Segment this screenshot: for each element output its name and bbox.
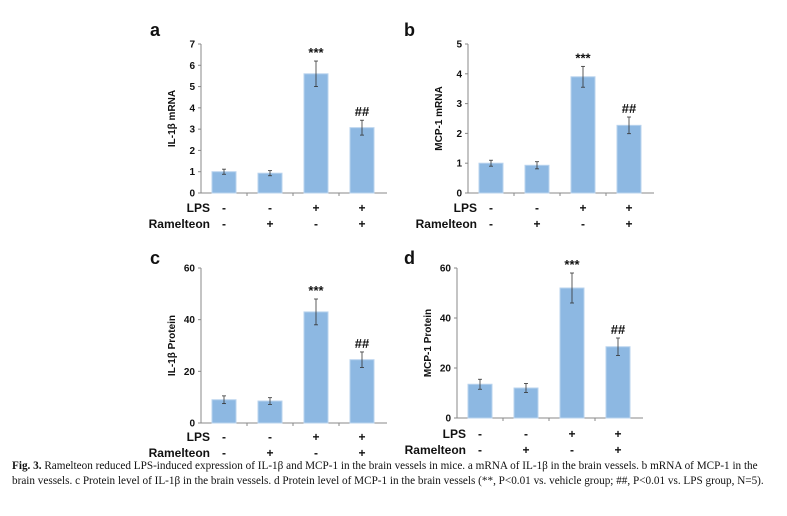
y-tick-label-a: 6 bbox=[189, 61, 195, 72]
ramelteon-sign-c: - bbox=[222, 446, 226, 460]
bar-a-1 bbox=[211, 171, 237, 194]
ramelteon-sign-b: - bbox=[581, 217, 585, 231]
row-label-ramelteon-d: Ramelteon bbox=[405, 443, 466, 457]
lps-sign-d: - bbox=[524, 427, 528, 441]
significance-b-3: *** bbox=[575, 50, 591, 65]
y-tick-label-d: 60 bbox=[440, 264, 452, 275]
lps-sign-a: - bbox=[268, 201, 272, 215]
ramelteon-sign-b: + bbox=[625, 217, 632, 231]
significance-c-4: ## bbox=[355, 336, 370, 351]
y-tick-label-a: 1 bbox=[189, 167, 195, 178]
ramelteon-sign-a: - bbox=[314, 217, 318, 231]
ramelteon-sign-c: - bbox=[314, 446, 318, 460]
bar-a-3 bbox=[303, 73, 329, 194]
lps-sign-d: + bbox=[614, 427, 621, 441]
ramelteon-sign-c: + bbox=[266, 446, 273, 460]
y-tick-label-c: 20 bbox=[184, 367, 196, 378]
bar-b-4 bbox=[616, 124, 642, 194]
ramelteon-sign-d: + bbox=[522, 443, 529, 457]
row-label-lps-d: LPS bbox=[443, 427, 466, 441]
bar-d-3 bbox=[559, 287, 585, 419]
y-tick-label-a: 5 bbox=[189, 82, 195, 93]
y-tick-label-b: 0 bbox=[456, 189, 462, 200]
lps-sign-b: + bbox=[579, 201, 586, 215]
bar-b-2 bbox=[524, 164, 550, 194]
y-tick-label-c: 40 bbox=[184, 315, 196, 326]
ramelteon-sign-a: - bbox=[222, 217, 226, 231]
caption-label: Fig. 3. bbox=[12, 460, 42, 472]
significance-a-4: ## bbox=[355, 104, 370, 119]
ramelteon-sign-b: + bbox=[533, 217, 540, 231]
lps-sign-b: - bbox=[489, 201, 493, 215]
significance-d-3: *** bbox=[564, 257, 580, 272]
y-tick-label-a: 3 bbox=[189, 125, 195, 136]
panel-label-b: b bbox=[404, 20, 415, 40]
y-tick-label-d: 40 bbox=[440, 314, 452, 325]
ramelteon-sign-d: - bbox=[570, 443, 574, 457]
significance-d-4: ## bbox=[611, 322, 626, 337]
row-label-ramelteon-c: Ramelteon bbox=[149, 446, 210, 460]
y-tick-label-d: 0 bbox=[445, 414, 451, 425]
row-label-ramelteon-a: Ramelteon bbox=[149, 217, 210, 231]
significance-b-4: ## bbox=[622, 101, 637, 116]
figure-caption: Fig. 3. Ramelteon reduced LPS-induced ex… bbox=[12, 459, 777, 489]
lps-sign-a: + bbox=[358, 201, 365, 215]
lps-sign-b: + bbox=[625, 201, 632, 215]
ramelteon-sign-b: - bbox=[489, 217, 493, 231]
ramelteon-sign-d: + bbox=[614, 443, 621, 457]
y-axis-label-a: IL-1β mRNA bbox=[167, 90, 178, 147]
bar-d-4 bbox=[605, 346, 631, 419]
bar-b-1 bbox=[478, 162, 504, 194]
lps-sign-b: - bbox=[535, 201, 539, 215]
y-tick-label-a: 7 bbox=[189, 40, 195, 51]
ramelteon-sign-a: + bbox=[266, 217, 273, 231]
significance-a-3: *** bbox=[308, 45, 324, 60]
panel-label-d: d bbox=[404, 248, 415, 268]
y-tick-label-c: 60 bbox=[184, 264, 196, 275]
ramelteon-sign-a: + bbox=[358, 217, 365, 231]
row-label-lps-b: LPS bbox=[454, 201, 477, 215]
lps-sign-d: - bbox=[478, 427, 482, 441]
bar-d-2 bbox=[513, 387, 539, 419]
y-tick-label-b: 3 bbox=[456, 99, 462, 110]
y-tick-label-a: 2 bbox=[189, 146, 195, 157]
significance-c-3: *** bbox=[308, 283, 324, 298]
bar-a-2 bbox=[257, 172, 283, 194]
y-tick-label-d: 20 bbox=[440, 364, 452, 375]
y-axis-label-d: MCP-1 Protein bbox=[423, 309, 434, 377]
bar-a-4 bbox=[349, 127, 375, 194]
y-tick-label-b: 4 bbox=[456, 69, 462, 80]
panel-label-a: a bbox=[150, 20, 161, 40]
lps-sign-c: - bbox=[268, 430, 272, 444]
y-tick-label-b: 1 bbox=[456, 159, 462, 170]
y-tick-label-b: 5 bbox=[456, 40, 462, 51]
bar-c-3 bbox=[303, 311, 329, 424]
row-label-ramelteon-b: Ramelteon bbox=[416, 217, 477, 231]
lps-sign-a: + bbox=[312, 201, 319, 215]
bar-b-3 bbox=[570, 76, 596, 194]
y-tick-label-c: 0 bbox=[189, 419, 195, 430]
panel-label-c: c bbox=[150, 248, 160, 268]
y-tick-label-a: 4 bbox=[189, 103, 195, 114]
lps-sign-a: - bbox=[222, 201, 226, 215]
ramelteon-sign-c: + bbox=[358, 446, 365, 460]
y-axis-label-c: IL-1β Protein bbox=[167, 315, 178, 376]
lps-sign-c: - bbox=[222, 430, 226, 444]
lps-sign-c: + bbox=[312, 430, 319, 444]
row-label-lps-a: LPS bbox=[187, 201, 210, 215]
y-axis-label-b: MCP-1 mRNA bbox=[434, 86, 445, 150]
lps-sign-d: + bbox=[568, 427, 575, 441]
row-label-lps-c: LPS bbox=[187, 430, 210, 444]
bar-c-4 bbox=[349, 359, 375, 424]
lps-sign-c: + bbox=[358, 430, 365, 444]
figure: a 0 1 2 3 4 5 6 7 IL-1β mRNA - - - + *** + - ## + + LPS Ramel… bbox=[149, 20, 654, 460]
caption-text: Ramelteon reduced LPS-induced expression… bbox=[12, 460, 764, 487]
y-tick-label-a: 0 bbox=[189, 189, 195, 200]
bar-d-1 bbox=[467, 383, 493, 419]
y-tick-label-b: 2 bbox=[456, 129, 462, 140]
ramelteon-sign-d: - bbox=[478, 443, 482, 457]
